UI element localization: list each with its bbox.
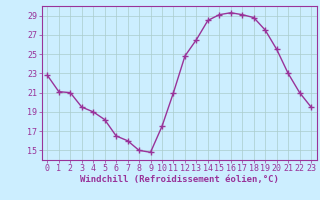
X-axis label: Windchill (Refroidissement éolien,°C): Windchill (Refroidissement éolien,°C) [80, 175, 279, 184]
